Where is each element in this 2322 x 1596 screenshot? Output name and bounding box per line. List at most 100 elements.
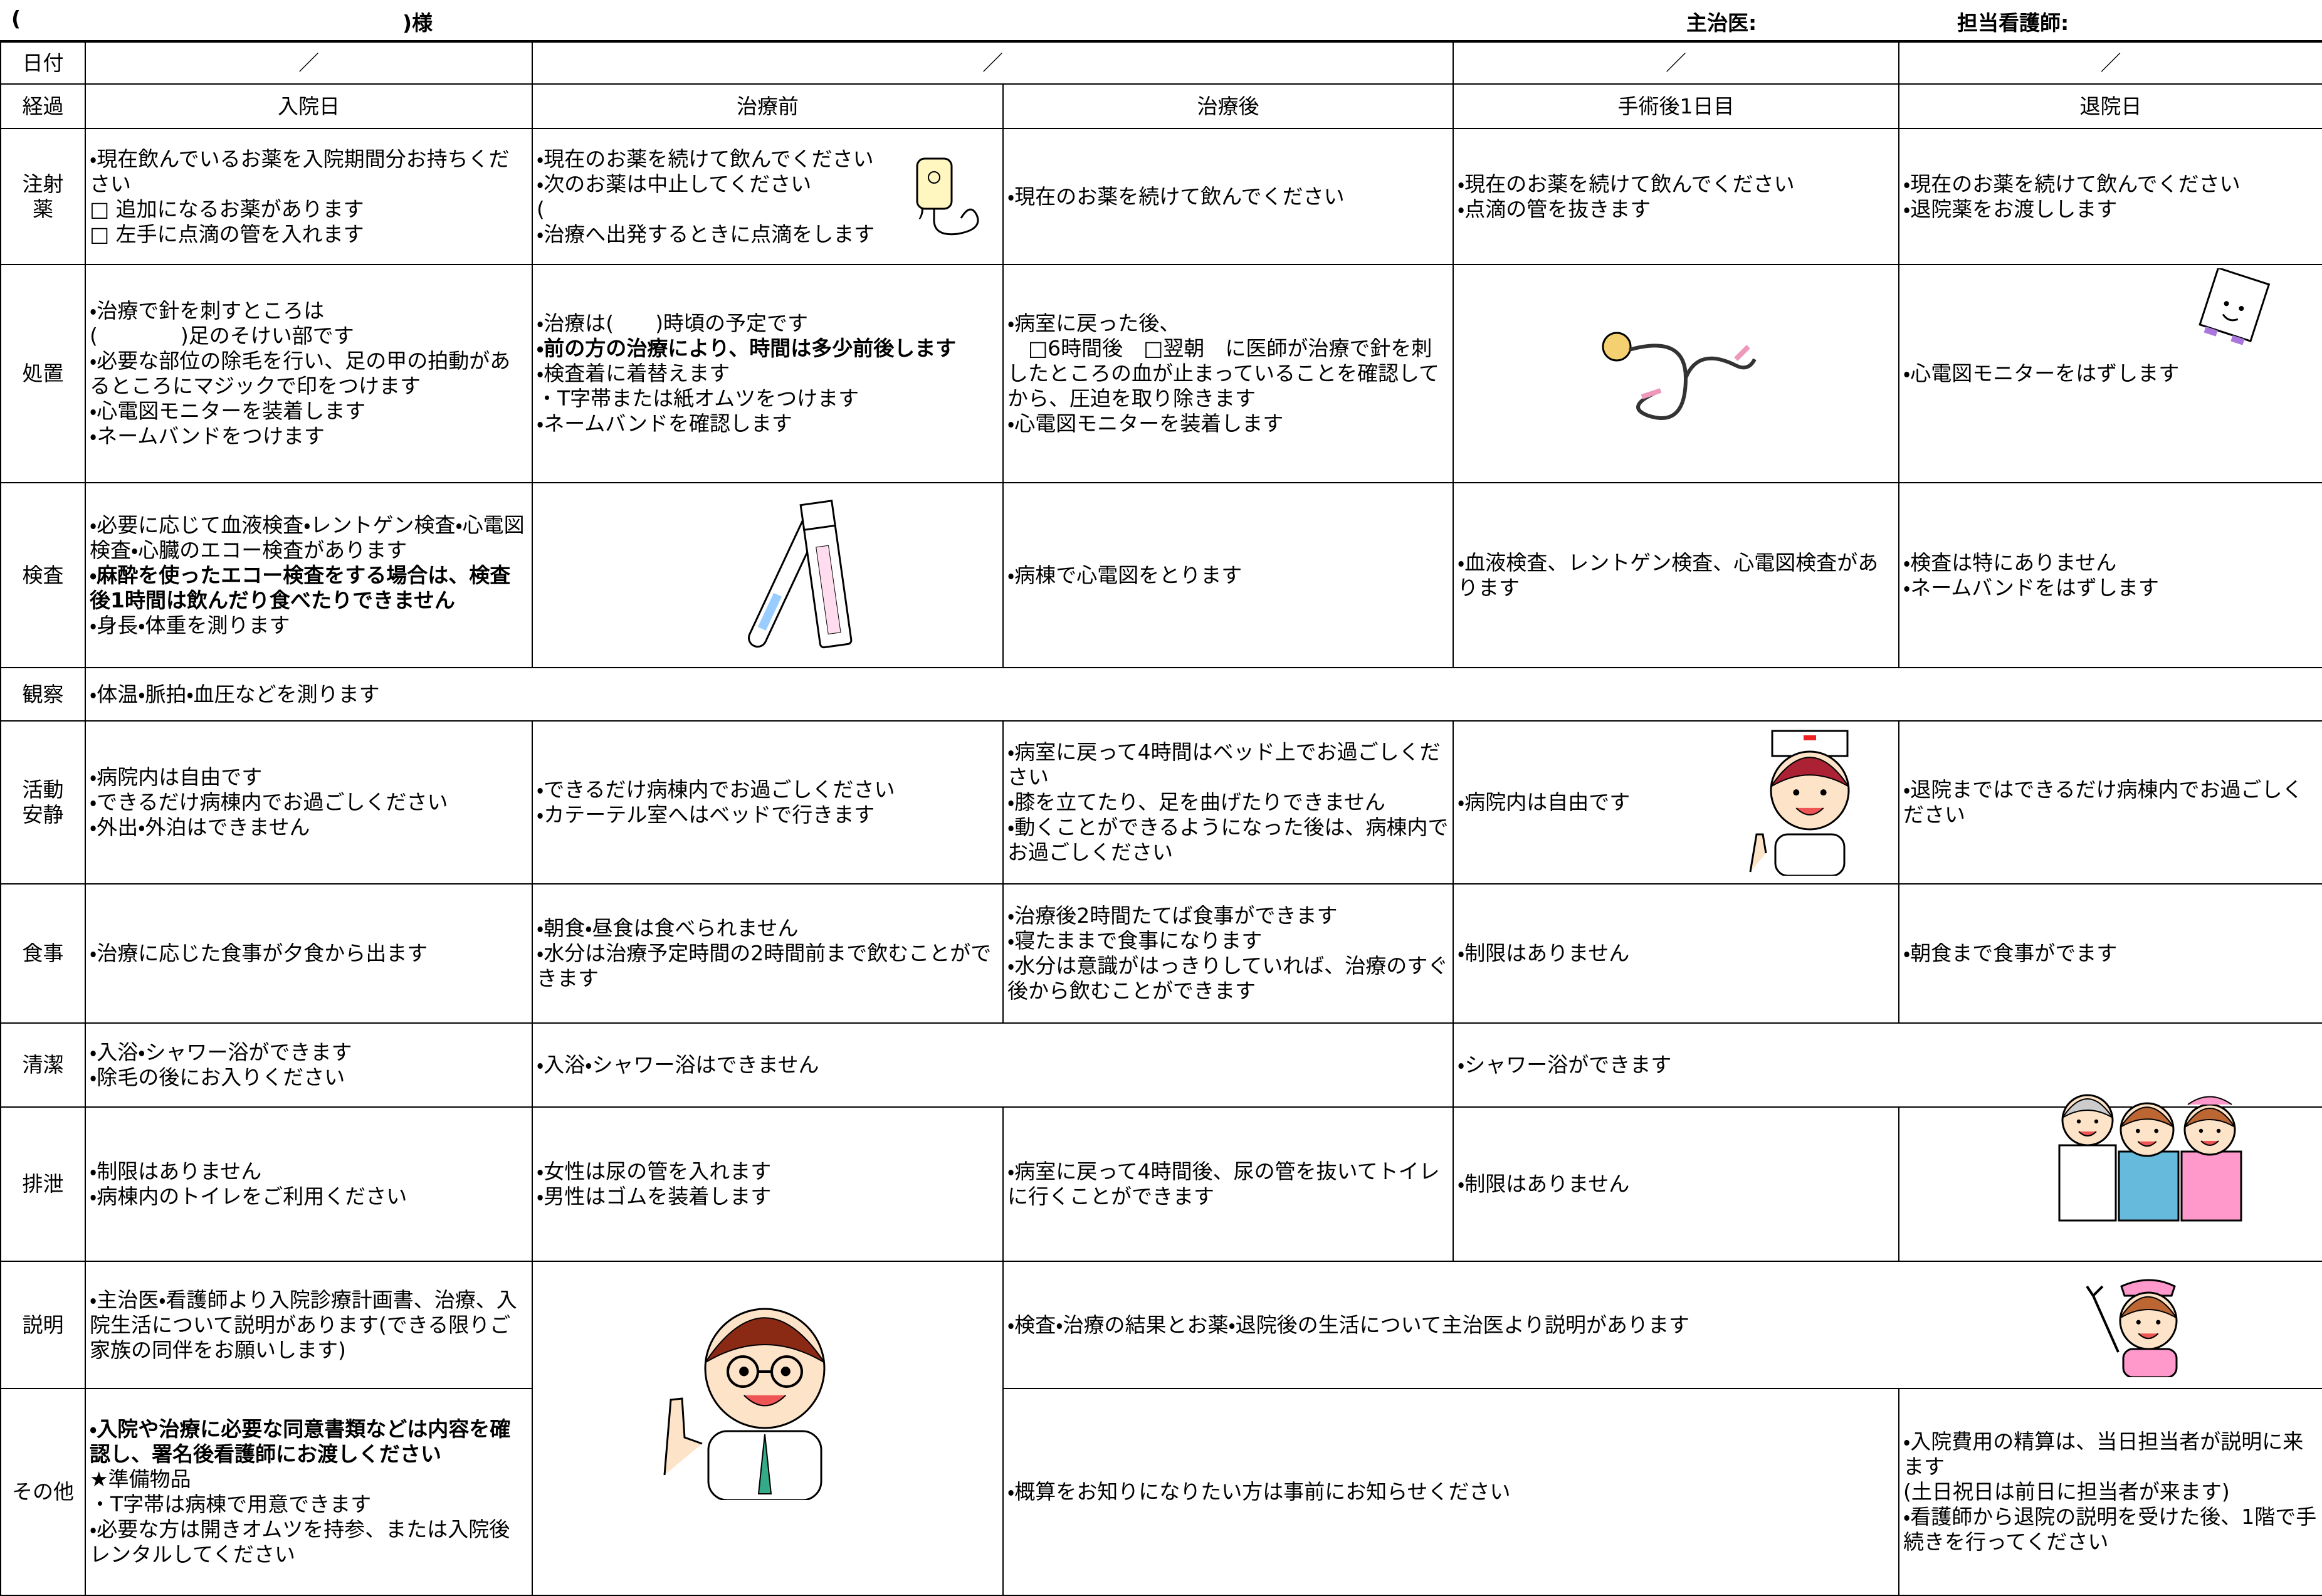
table-cell: ／	[1453, 41, 1899, 85]
row-label: 日付	[0, 41, 86, 85]
cell-text: ・現在のお薬を続けて飲んでください	[537, 146, 874, 171]
table-cell: ・入院や治療に必要な同意書類などは内容を確認し、署名後看護師にお渡しください ★準…	[85, 1388, 533, 1596]
illustration-part	[780, 1367, 791, 1377]
table-cell: ・現在のお薬を続けて飲んでください ・点滴の管を抜きます	[1453, 128, 1899, 265]
row-label: 活動 安静	[0, 720, 86, 885]
cell-text: ・病室に戻って4時間後、尿の管を抜いてトイレに行くことができます	[1007, 1159, 1440, 1209]
cell-text: ・治療へ出発するときに点滴をします	[537, 221, 875, 246]
illustration	[748, 500, 853, 649]
table-cell: ・入浴・シャワー浴はできません	[532, 1022, 1454, 1108]
illustration-part	[1641, 345, 1750, 399]
illustration-part	[933, 208, 979, 236]
row-label: 観察	[0, 667, 86, 722]
cell-text: ・病棟内のトイレをご利用ください	[90, 1184, 407, 1209]
illustration-part	[2062, 1098, 2113, 1118]
cell-text: ・看護師から退院の説明を受けた後、1階で手続きを行ってください	[1903, 1504, 2317, 1554]
illustration-part	[2216, 1128, 2221, 1133]
illustration-part	[2230, 335, 2245, 345]
illustration-part	[2184, 1108, 2235, 1128]
cell-text: ・T字帯または紙オムツをつけます	[537, 386, 859, 411]
illustration	[2058, 1094, 2242, 1222]
table-row: 清潔 ・入浴・シャワー浴ができます ・除毛の後にお入りください ・入浴・シャワー浴はで…	[0, 1022, 2322, 1108]
cell-text: ・心電図モニターを装着します	[1007, 411, 1284, 436]
table-cell	[1898, 1094, 2322, 1262]
cell-text: ・制限はありません	[1458, 941, 1630, 965]
table-cell: ／	[1898, 41, 2322, 85]
illustration-part	[1793, 789, 1800, 796]
row-label: その他	[0, 1388, 86, 1596]
table-cell: ・現在のお薬を続けて飲んでください ・退院薬をお渡しします	[1898, 128, 2322, 265]
table-cell: 入院日	[85, 83, 533, 129]
illustration-part	[2078, 1131, 2097, 1137]
illustration-part	[1804, 735, 1816, 740]
cell-text: ・現在のお薬を続けて飲んでください	[1903, 171, 2241, 196]
table-cell: ・制限はありません	[1453, 1106, 1899, 1262]
cell-text: ・身長・体重を測ります	[90, 612, 290, 638]
illustration-part	[2120, 1279, 2176, 1297]
cell-text: ・ネームバンドをつけます	[90, 424, 325, 448]
table-cell: ・治療に応じた食事が夕食から出ます	[85, 883, 533, 1024]
row-label-line: 説明	[22, 1312, 64, 1337]
cell-text: ・外出・外泊はできません	[90, 815, 310, 839]
illustration-part	[663, 1397, 703, 1476]
cell-text: ・水分は意識がはっきりしていれば、治療のすぐ後から飲むことができます	[1007, 953, 1449, 1003]
cell-text: ・心電図モニターを装着します	[90, 399, 366, 423]
illustration-part	[2076, 1119, 2081, 1124]
row-label-line: その他	[12, 1479, 74, 1504]
table-cell: 治療前	[532, 83, 1004, 129]
bold-text: ・入院や治療に必要な同意書類などは内容を確認し、署名後看護師にお渡しください	[90, 1417, 511, 1466]
cell-text: (土日祝日は前日に担当者が来ます)	[1903, 1479, 2230, 1504]
cell-text: ・できるだけ病棟内でお過ごしください	[90, 790, 448, 814]
illustration-part	[2156, 1320, 2161, 1325]
table-row: 経過 入院日 治療前 治療後 手術後1日目 退院日	[0, 83, 2322, 129]
table-cell: ・病室に戻って4時間後、尿の管を抜いてトイレに行くことができます	[1002, 1106, 1454, 1262]
cell-text: ・必要な方は開きオムツを持参、または入院後レンタルしてください	[90, 1517, 510, 1567]
cell-text: ・ネームバンドを確認します	[537, 411, 792, 436]
table-cell: ・できるだけ病棟内でお過ごしください ・カテーテル室へはベッドで行きます	[532, 720, 1004, 885]
cell-text: ・病室に戻った後、	[1007, 311, 1180, 335]
table-row: 食事 ・治療に応じた食事が夕食から出ます ・朝食・昼食は食べられません ・水分は治療予…	[0, 883, 2322, 1024]
table-cell: ・病室に戻った後、 □6時間後 □翌朝 に医師が治療で針を刺したところの血が止ま…	[1002, 264, 1454, 483]
illustration-part	[2222, 313, 2239, 322]
table-cell: ・血液検査、レントゲン検査、心電図検査があります	[1453, 482, 1899, 668]
illustration-part	[2094, 1119, 2099, 1124]
patient-open: (	[11, 6, 21, 31]
illustration-part	[799, 500, 836, 532]
cell-text: ・必要に応じて血液検査・レントゲン検査・心電図検査・心臓のエコー検査があります	[90, 512, 525, 562]
bold-text: ・麻酔を使ったエコー検査をする場合は、検査後1時間は飲んだり食べたりできません	[90, 562, 511, 612]
table-cell: ・女性は尿の管を入れます ・男性はゴムを装着します	[532, 1106, 1004, 1262]
cell-text: ・病室に戻って4時間はベッド上でお過ごしください	[1007, 740, 1441, 789]
illustration-part	[928, 171, 940, 184]
cell-text: ・体温・脈拍・血圧などを測ります	[90, 681, 380, 706]
table-cell: ・朝食・昼食は食べられません ・水分は治療予定時間の2時間前まで飲むことができます	[532, 883, 1004, 1024]
illustration-part	[2224, 301, 2229, 307]
cell-text: ・心電図モニターをはずします	[1903, 361, 2180, 386]
illustration-part	[1629, 344, 1757, 420]
row-label-line: 活動	[22, 777, 64, 802]
cell-text: ( )足のそけい部です	[90, 323, 354, 348]
table-cell: ・検査・治療の結果とお薬・退院後の生活について主治医より説明があります	[1002, 1261, 2322, 1389]
nurse-label: 担当看護師:	[1957, 11, 2069, 35]
table-cell: ・必要に応じて血液検査・レントゲン検査・心電図検査・心臓のエコー検査があります・…	[85, 482, 533, 668]
illustration	[2199, 268, 2271, 345]
cell-text: ・ネームバンドをはずします	[1903, 575, 2159, 600]
illustration-part	[1749, 833, 1767, 873]
illustration-part	[2199, 268, 2271, 345]
illustration-part	[799, 500, 853, 649]
cell-text: ・寝たままで食事になります	[1007, 928, 1263, 953]
cell-text: ・朝食・昼食は食べられません	[537, 916, 799, 940]
cell-text: ・できるだけ病棟内でお過ごしください	[537, 777, 895, 802]
illustration-part	[2120, 1106, 2174, 1128]
illustration-part	[705, 1317, 825, 1363]
table-cell: ・現在のお薬を続けて飲んでください	[1002, 128, 1454, 265]
row-label: 清潔	[0, 1022, 86, 1108]
row-label-line: 安静	[22, 802, 64, 827]
table-cell: ・病院内は自由です ・できるだけ病棟内でお過ごしください ・外出・外泊はできません	[85, 720, 533, 885]
table-cell: ／	[532, 41, 1454, 85]
illustration-part	[1795, 807, 1824, 816]
table-cell: 退院日	[1898, 83, 2322, 129]
cell-text: ・主治医・看護師より入院診療計画書、治療、入院生活について説明があります(できる…	[90, 1287, 517, 1362]
cell-text: ・現在のお薬を続けて飲んでください	[1458, 171, 1795, 196]
